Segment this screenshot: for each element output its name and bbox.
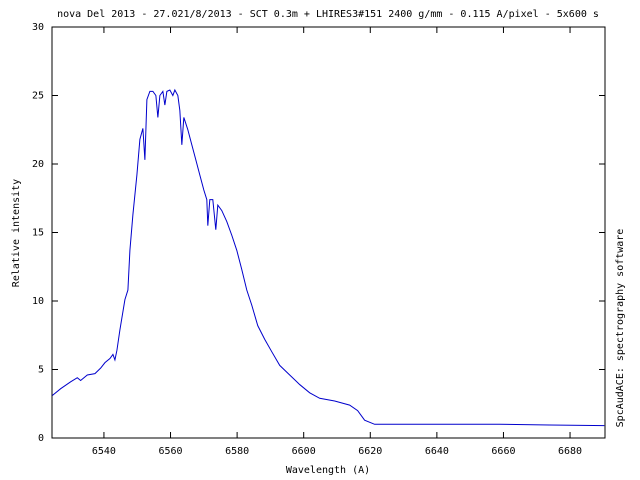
x-tick-label: 6640 <box>425 446 449 457</box>
x-tick-label: 6540 <box>92 446 116 457</box>
x-tick-label: 6600 <box>292 446 316 457</box>
x-tick-label: 6680 <box>558 446 582 457</box>
y-tick-label: 0 <box>38 433 44 444</box>
x-tick-label: 6560 <box>158 446 182 457</box>
y-axis-label: Relative intensity <box>11 179 22 287</box>
y-tick-label: 10 <box>32 296 44 307</box>
y-tick-label: 25 <box>32 91 44 102</box>
plot-frame <box>51 26 606 439</box>
x-tick-label: 6620 <box>358 446 382 457</box>
chart-title: nova Del 2013 - 27.021/8/2013 - SCT 0.3m… <box>57 9 599 20</box>
y-tick-label: 20 <box>32 159 44 170</box>
x-tick-label: 6660 <box>491 446 515 457</box>
side-note: SpcAudACE: spectrography software <box>615 229 626 428</box>
x-axis-label: Wavelength (A) <box>286 465 370 476</box>
spectrum-line <box>52 88 605 427</box>
y-tick-label: 30 <box>32 22 44 33</box>
y-tick-label: 15 <box>32 228 44 239</box>
x-tick-label: 6580 <box>225 446 249 457</box>
y-tick-label: 5 <box>38 365 44 376</box>
